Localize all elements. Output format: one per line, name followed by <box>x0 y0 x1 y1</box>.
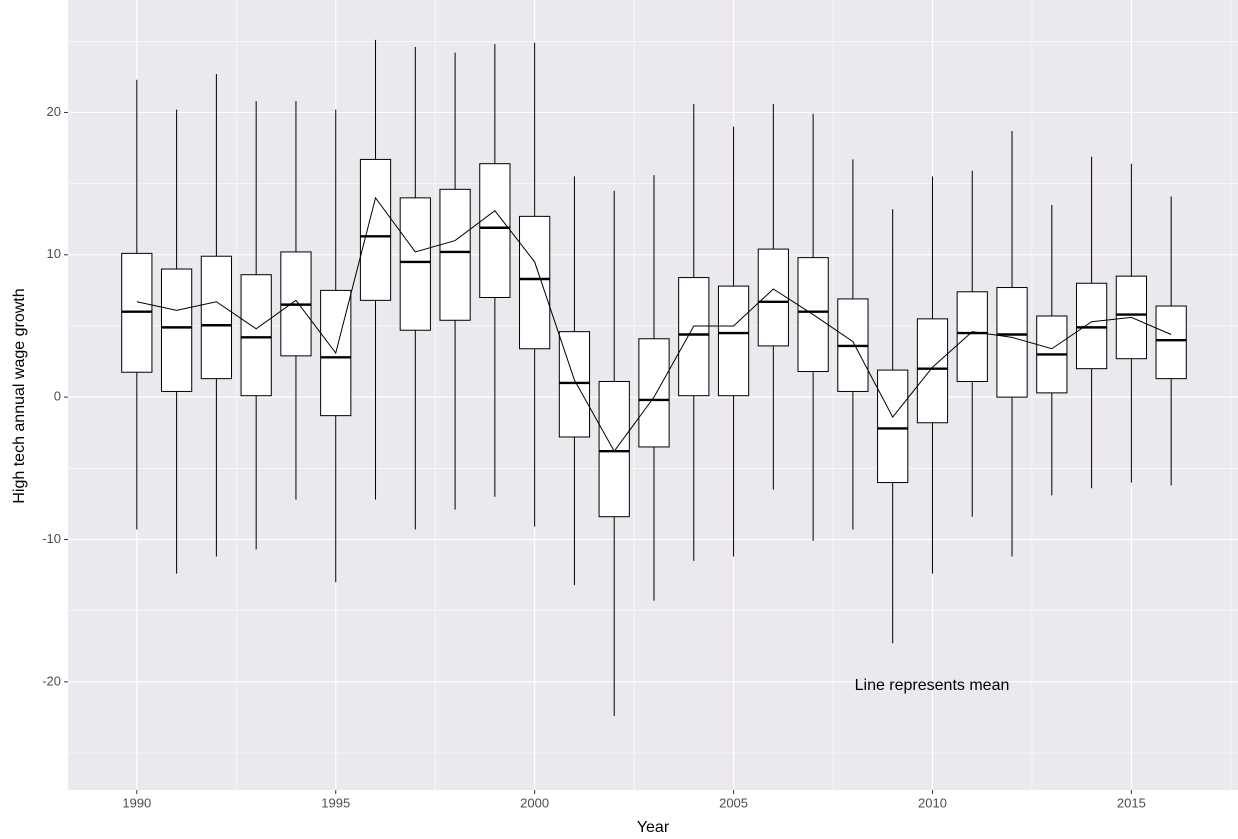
y-axis-title: High tech annual wage growth <box>11 288 28 503</box>
y-tick-label: 0 <box>54 389 61 404</box>
plot-panel: Line represents mean <box>68 0 1238 790</box>
box-body <box>399 197 431 331</box>
x-tick-label: 2010 <box>918 795 947 810</box>
x-tick-label: 2015 <box>1117 795 1146 810</box>
box-body <box>479 163 511 298</box>
x-tick-label: 2000 <box>520 795 549 810</box>
box <box>1155 196 1187 486</box>
box <box>280 101 312 500</box>
box <box>439 52 471 510</box>
box <box>837 159 869 530</box>
box <box>1075 156 1108 489</box>
box <box>240 101 272 550</box>
x-tick-label: 1990 <box>122 795 151 810</box>
box-body <box>916 318 949 424</box>
y-tick-label: 10 <box>47 246 61 261</box>
box-body <box>877 369 909 484</box>
box <box>717 126 750 557</box>
box <box>877 209 909 644</box>
x-axis-title: Year <box>637 819 670 836</box>
box-body <box>638 338 670 448</box>
box <box>1036 204 1068 496</box>
box <box>678 103 710 561</box>
box <box>399 46 431 530</box>
box <box>757 103 789 490</box>
mean-line <box>136 196 1172 453</box>
box <box>797 113 829 541</box>
box-body <box>598 380 630 518</box>
box-body <box>439 188 471 321</box>
box <box>160 109 193 574</box>
box-body <box>996 287 1028 398</box>
box-body <box>359 158 392 301</box>
x-tick-label: 2005 <box>719 795 748 810</box>
box <box>519 42 551 527</box>
box-body <box>757 248 789 347</box>
box-body <box>1075 282 1108 370</box>
y-tick-label: -10 <box>42 531 61 546</box>
annotation: Line represents mean <box>855 677 1010 694</box>
box <box>200 74 233 557</box>
box <box>1115 163 1148 483</box>
box <box>598 190 630 716</box>
box <box>996 130 1028 557</box>
box-body <box>519 215 551 350</box>
box <box>121 79 153 530</box>
x-tick-label: 1995 <box>321 795 350 810</box>
box-body <box>717 285 750 397</box>
box <box>916 176 949 574</box>
box-body <box>200 255 233 380</box>
box-body <box>678 277 710 397</box>
y-tick-label: 20 <box>47 104 61 119</box>
box <box>956 170 988 517</box>
box-body <box>1155 305 1187 380</box>
box <box>359 39 392 500</box>
box-body <box>240 274 272 397</box>
box <box>638 175 670 601</box>
box-body <box>160 268 193 392</box>
y-tick-label: -20 <box>42 673 61 688</box>
box-body <box>956 291 988 382</box>
